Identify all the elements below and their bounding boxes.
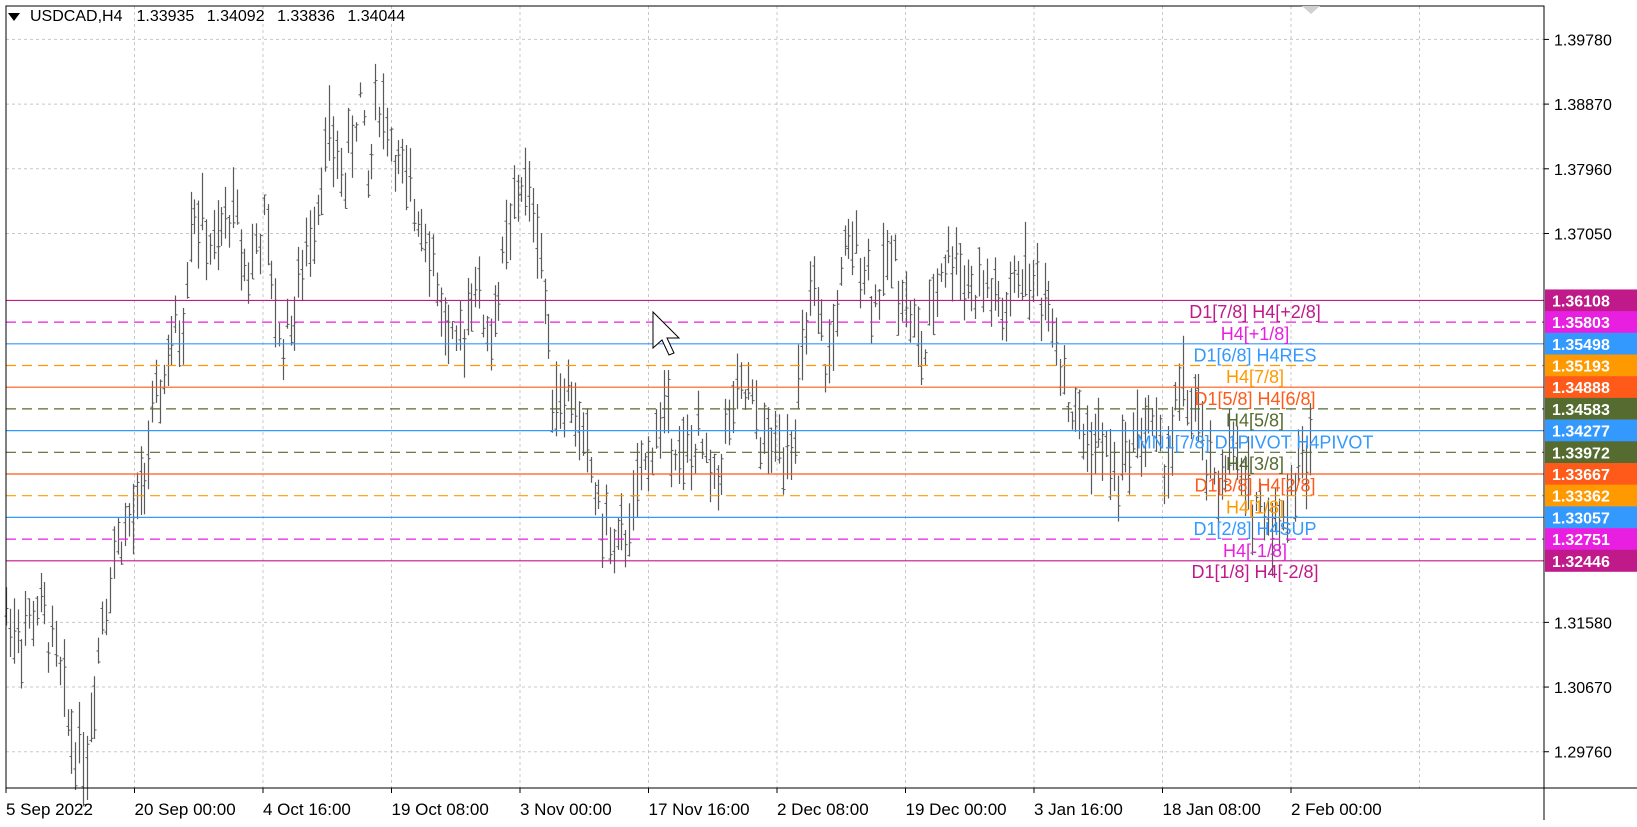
level-label: H4[5/8] xyxy=(1226,411,1284,431)
price-tag xyxy=(1545,484,1637,507)
price-tick-label: 1.37050 xyxy=(1554,226,1612,243)
price-tick-label: 1.31580 xyxy=(1554,615,1612,632)
price-tag xyxy=(1545,376,1637,399)
time-tick-label: 19 Oct 08:00 xyxy=(392,800,489,819)
level-label: D1[5/8] H4[6/8] xyxy=(1194,389,1315,409)
ohlc-high: 1.34092 xyxy=(206,8,265,25)
price-tag-label: 1.33972 xyxy=(1552,445,1610,462)
level-label: H4[1/8] xyxy=(1226,497,1284,517)
level-label: H4[+1/8] xyxy=(1221,324,1290,344)
ohlc-readout: 1.33935 1.34092 1.33836 1.34044 xyxy=(128,8,405,26)
price-tick-label: 1.37960 xyxy=(1554,162,1612,179)
time-tick-label: 20 Sep 00:00 xyxy=(135,800,236,819)
level-label: MN1[7/8] D1PIVOT H4PIVOT xyxy=(1137,432,1374,452)
level-label: H4[3/8] xyxy=(1226,454,1284,474)
ohlc-close: 1.34044 xyxy=(347,8,406,25)
level-label: H4[-1/8] xyxy=(1223,541,1287,561)
price-tag xyxy=(1545,462,1637,485)
time-tick-label: 3 Nov 00:00 xyxy=(520,800,612,819)
scroll-marker-icon[interactable] xyxy=(1302,6,1320,14)
level-label: D1[3/8] H4[2/8] xyxy=(1194,476,1315,496)
time-tick-label: 2 Feb 00:00 xyxy=(1291,800,1382,819)
level-labels: D1[7/8] H4[+2/8]H4[+1/8]D1[6/8] H4RESH4[… xyxy=(1137,302,1374,582)
price-tick-label: 1.30670 xyxy=(1554,680,1612,697)
level-label: D1[6/8] H4RES xyxy=(1193,346,1316,366)
price-tag-label: 1.36108 xyxy=(1552,293,1610,310)
time-tick-label: 19 Dec 00:00 xyxy=(906,800,1007,819)
price-tag-label: 1.34583 xyxy=(1552,402,1610,419)
price-tag xyxy=(1545,506,1637,529)
price-tag-label: 1.32446 xyxy=(1552,554,1610,571)
level-label: D1[7/8] H4[+2/8] xyxy=(1189,302,1321,322)
time-tick-label: 2 Dec 08:00 xyxy=(777,800,869,819)
price-tag xyxy=(1545,419,1637,442)
level-label: D1[1/8] H4[-2/8] xyxy=(1191,562,1318,582)
time-tick-label: 4 Oct 16:00 xyxy=(263,800,351,819)
price-tag-label: 1.35498 xyxy=(1552,337,1610,354)
price-tag xyxy=(1545,441,1637,464)
price-tick-label: 1.38870 xyxy=(1554,97,1612,114)
price-tag-label: 1.34277 xyxy=(1552,424,1610,441)
chart-header: USDCAD,H4 1.33935 1.34092 1.33836 1.3404… xyxy=(8,8,405,26)
dropdown-icon[interactable] xyxy=(8,13,20,21)
price-tag xyxy=(1545,332,1637,355)
price-tag-label: 1.35803 xyxy=(1552,315,1610,332)
symbol-timeframe: USDCAD,H4 xyxy=(30,8,123,25)
price-tick-label: 1.39780 xyxy=(1554,32,1612,49)
ohlc-open: 1.33935 xyxy=(136,8,195,25)
price-tag xyxy=(1545,354,1637,377)
price-tag-label: 1.35193 xyxy=(1552,359,1610,376)
time-tick-label: 18 Jan 08:00 xyxy=(1163,800,1261,819)
chart-grid xyxy=(6,6,1544,788)
price-tick-label: 1.29760 xyxy=(1554,745,1612,762)
time-axis: 5 Sep 2022 20 Sep 00:00 4 Oct 16:00 19 Oct … xyxy=(5,788,1382,819)
price-tag-label: 1.33362 xyxy=(1552,489,1610,506)
price-axis: 1.39780 1.38870 1.37960 1.37050 1.31580 1.306… xyxy=(1544,32,1612,762)
level-label: D1[2/8] H4SUP xyxy=(1193,519,1316,539)
mouse-cursor-icon xyxy=(652,310,681,356)
price-tag xyxy=(1545,311,1637,334)
price-tag xyxy=(1545,528,1637,551)
time-tick-label: 17 Nov 16:00 xyxy=(649,800,750,819)
price-tag-label: 1.33667 xyxy=(1552,467,1610,484)
price-tags: 1.36108 1.35803 1.35498 1.35193 1.34888 1.345… xyxy=(1545,289,1637,572)
time-tick-label: 3 Jan 16:00 xyxy=(1034,800,1123,819)
price-tag xyxy=(1545,549,1637,572)
murrey-levels xyxy=(6,299,1544,562)
price-tag-label: 1.34888 xyxy=(1552,380,1610,397)
price-tag-label: 1.32751 xyxy=(1552,532,1610,549)
time-tick-label: 5 Sep 2022 xyxy=(6,800,93,819)
level-label: H4[7/8] xyxy=(1226,367,1284,387)
ohlc-low: 1.33836 xyxy=(277,8,335,25)
price-tag xyxy=(1545,289,1637,312)
price-tag-label: 1.33057 xyxy=(1552,510,1610,527)
price-tag xyxy=(1545,397,1637,420)
